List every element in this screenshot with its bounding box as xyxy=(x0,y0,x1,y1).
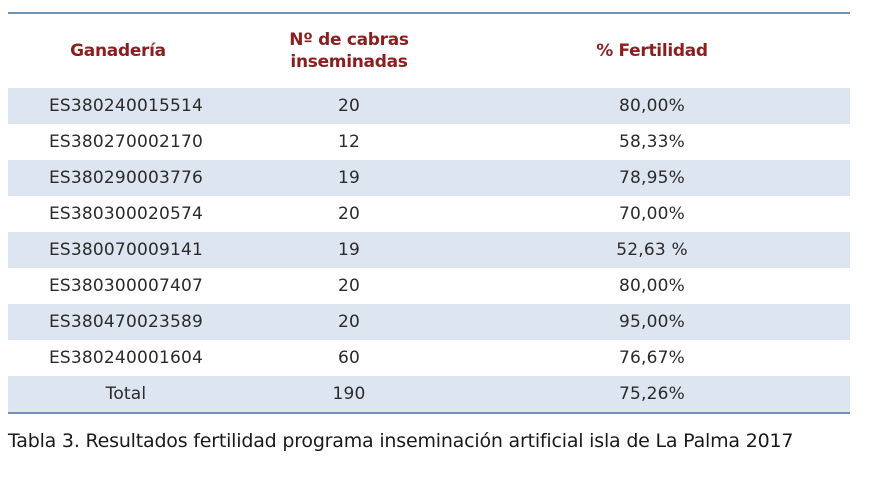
table-row: ES380290003776 19 78,95% xyxy=(8,160,850,196)
goats-count: 19 xyxy=(337,240,361,260)
header-goats-line1: Nº de cabras xyxy=(289,30,409,50)
goats-count: 20 xyxy=(337,96,361,116)
total-goats: 190 xyxy=(332,384,366,404)
table-caption: Tabla 3. Resultados fertilidad programa … xyxy=(8,430,794,452)
table-row: ES380300007407 20 80,00% xyxy=(8,268,850,304)
fertility-percent: 80,00% xyxy=(618,96,686,116)
fertility-percent: 70,00% xyxy=(618,204,686,224)
goats-count: 20 xyxy=(337,204,361,224)
goats-count: 19 xyxy=(337,168,361,188)
total-label: Total xyxy=(105,384,147,404)
table-total-row: Total 190 75,26% xyxy=(8,376,850,412)
goats-count: 20 xyxy=(337,312,361,332)
table-row: ES380240001604 60 76,67% xyxy=(8,340,850,376)
farm-code: ES380300007407 xyxy=(48,276,204,296)
fertility-percent: 52,63 % xyxy=(616,240,688,260)
fertility-table: Ganadería Nº de cabras inseminadas % Fer… xyxy=(8,12,850,414)
fertility-percent: 80,00% xyxy=(618,276,686,296)
table-top-rule xyxy=(8,12,850,14)
farm-code: ES380290003776 xyxy=(48,168,204,188)
farm-code: ES380240015514 xyxy=(48,96,204,116)
header-fertility: % Fertilidad xyxy=(596,41,708,61)
table-row: ES380270002170 12 58,33% xyxy=(8,124,850,160)
table-row: ES380470023589 20 95,00% xyxy=(8,304,850,340)
farm-code: ES380270002170 xyxy=(48,132,204,152)
farm-code: ES380240001604 xyxy=(48,348,204,368)
goats-count: 60 xyxy=(337,348,361,368)
header-goats: Nº de cabras inseminadas xyxy=(244,29,454,73)
farm-code: ES380300020574 xyxy=(48,204,204,224)
fertility-percent: 76,67% xyxy=(618,348,686,368)
farm-code: ES380070009141 xyxy=(48,240,204,260)
fertility-percent: 58,33% xyxy=(618,132,686,152)
table-row: ES380300020574 20 70,00% xyxy=(8,196,850,232)
table-row: ES380070009141 19 52,63 % xyxy=(8,232,850,268)
header-goats-line2: inseminadas xyxy=(290,52,408,72)
goats-count: 20 xyxy=(337,276,361,296)
table-header: Ganadería Nº de cabras inseminadas % Fer… xyxy=(8,14,850,88)
goats-count: 12 xyxy=(337,132,361,152)
table-bottom-rule xyxy=(8,412,850,414)
fertility-percent: 95,00% xyxy=(618,312,686,332)
table-row: ES380240015514 20 80,00% xyxy=(8,88,850,124)
total-fertility: 75,26% xyxy=(618,384,686,404)
farm-code: ES380470023589 xyxy=(48,312,204,332)
header-farm: Ganadería xyxy=(70,41,166,61)
fertility-percent: 78,95% xyxy=(618,168,686,188)
